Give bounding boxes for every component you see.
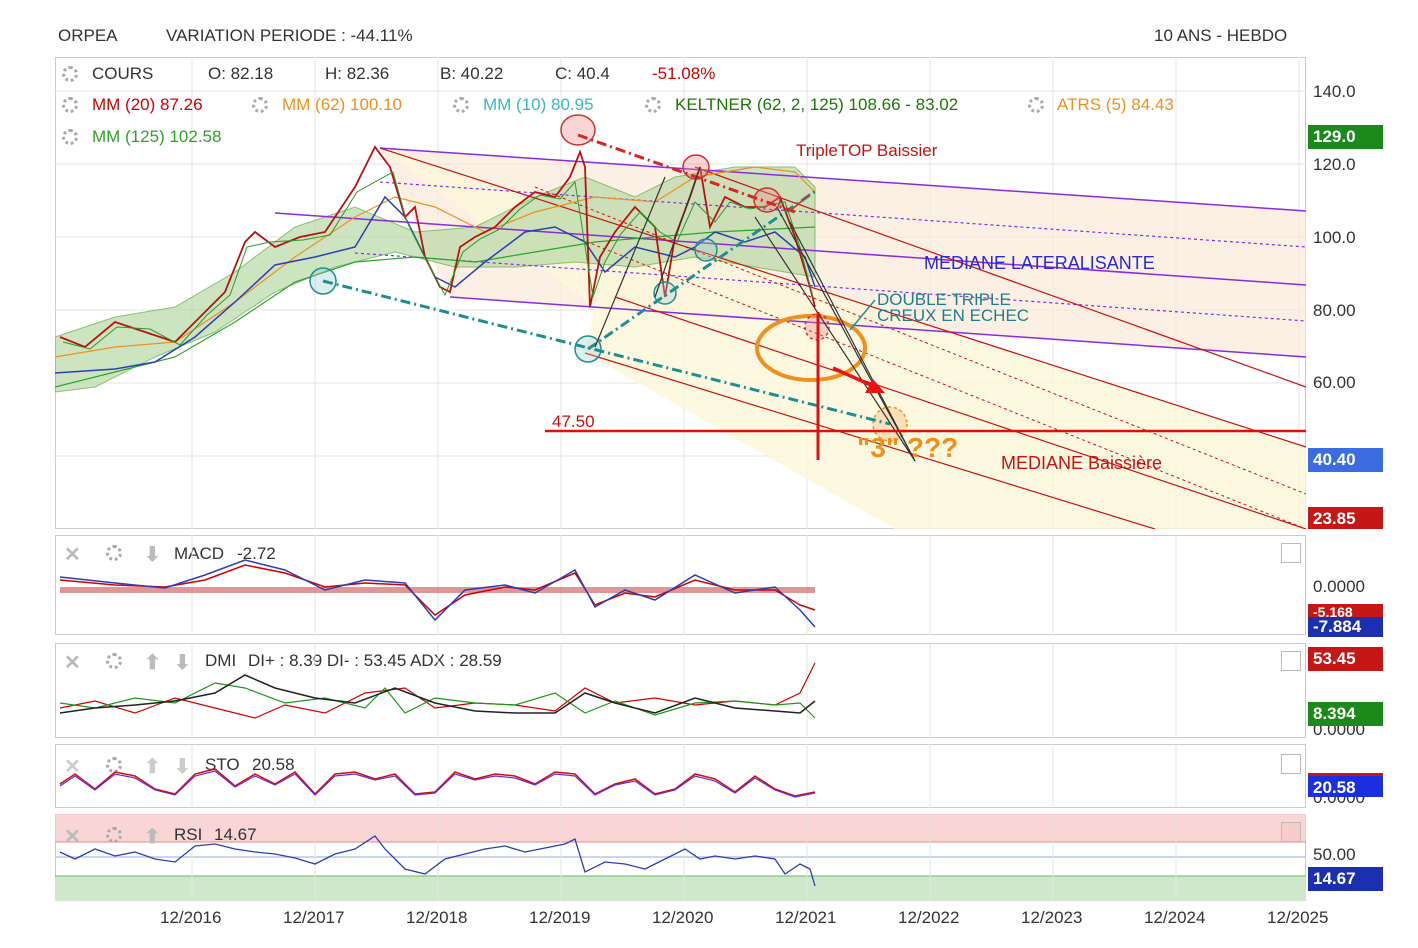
price-tick-80: 80.00 <box>1313 301 1356 320</box>
mm62-gear-icon[interactable] <box>252 97 268 113</box>
x-tick-2020: 12/2020 <box>652 908 714 927</box>
dmi-gear-icon[interactable] <box>106 653 122 669</box>
dmi-chart <box>59 643 1177 738</box>
x-tick-2024: 12/2024 <box>1144 908 1206 927</box>
legend-high: H: 82.36 <box>325 64 390 83</box>
rsi-close-icon[interactable]: ✕ <box>64 826 81 848</box>
price-chart <box>55 57 1306 529</box>
rsi-checkbox[interactable] <box>1281 822 1301 842</box>
x-tick-2022: 12/2022 <box>898 908 960 927</box>
macd-checkbox[interactable] <box>1281 543 1301 563</box>
projection-lines <box>594 166 916 462</box>
annotation-level: 47.50 <box>552 412 595 431</box>
x-tick-2016: 12/2016 <box>160 908 222 927</box>
badge-129: 129.0 <box>1308 125 1383 149</box>
legend-mm125: MM (125) 102.58 <box>92 127 222 146</box>
x-tick-2019: 12/2019 <box>529 908 591 927</box>
trend-lines-teal <box>322 188 891 426</box>
mm125-gear-icon[interactable] <box>62 129 78 145</box>
rsi-title: RSI <box>174 825 203 844</box>
annotation-double-2: CREUX EN ECHEC <box>877 306 1030 325</box>
rsi-badge: 14.67 <box>1308 867 1383 891</box>
rsi-value: 14.67 <box>214 825 257 844</box>
variation-label: VARIATION PERIODE : -44.11% <box>166 26 413 45</box>
sto-checkbox[interactable] <box>1281 754 1301 774</box>
symbol-title: ORPEA <box>58 26 118 45</box>
legend-mm62: MM (62) 100.10 <box>282 95 402 114</box>
legend-change: -51.08% <box>652 64 716 83</box>
dmi-badge-di-minus: 53.45 <box>1308 647 1383 671</box>
rsi-up-icon[interactable]: ⬆ <box>144 826 161 848</box>
price-tick-100: 100.0 <box>1313 228 1356 247</box>
annotation-mediane-bais: MEDIANE Baissière <box>1001 453 1163 473</box>
dmi-title: DMI <box>205 651 237 670</box>
macd-value: -2.72 <box>237 544 276 563</box>
macd-close-icon[interactable]: ✕ <box>64 544 81 566</box>
price-tick-120: 120.0 <box>1313 155 1356 174</box>
dmi-up-icon[interactable]: ⬆ <box>144 652 161 674</box>
annotation-mediane-lat: MEDIANE LATERALISANTE <box>924 253 1155 273</box>
rsi-axis-50: 50.00 <box>1313 845 1356 864</box>
macd-badge-bottom: -7.884 <box>1308 617 1383 637</box>
lateral-channel <box>274 147 1306 358</box>
macd-gear-icon[interactable] <box>106 545 122 561</box>
dmi-badge-di-plus: 8.394 <box>1308 702 1383 726</box>
x-tick-2021: 12/2021 <box>775 908 837 927</box>
x-tick-2025: 12/2025 <box>1267 908 1329 927</box>
price-line <box>59 145 816 349</box>
mm62-line <box>55 166 816 358</box>
legend-keltner: KELTNER (62, 2, 125) 108.66 - 83.02 <box>675 95 959 114</box>
legend-atrs: ATRS (5) 84.43 <box>1057 95 1174 114</box>
mm10-line <box>55 195 816 374</box>
macd-down-icon[interactable]: ⬇ <box>144 544 161 566</box>
badge-last-price: 40.40 <box>1308 448 1383 472</box>
period-label[interactable]: 10 ANS - HEBDO <box>1154 26 1288 45</box>
macd-title: MACD <box>174 544 225 563</box>
legend-mm20: MM (20) 87.26 <box>92 95 203 114</box>
annotation-tripletop: TripleTOP Baissier <box>796 141 938 160</box>
dmi-checkbox[interactable] <box>1281 651 1301 671</box>
price-tick-60: 60.00 <box>1313 373 1356 392</box>
x-tick-2018: 12/2018 <box>406 908 468 927</box>
breakdown-circle <box>755 314 867 382</box>
sto-down-icon[interactable]: ⬇ <box>174 756 191 778</box>
dmi-down-icon[interactable]: ⬇ <box>174 652 191 674</box>
macd-badge-top: -5.168 <box>1308 604 1383 620</box>
cours-gear-icon[interactable] <box>62 66 78 82</box>
legend-low: B: 40.22 <box>440 64 504 83</box>
dmi-panel <box>55 643 1306 738</box>
legend-cours: COURS <box>92 64 154 83</box>
sto-chart <box>59 744 1177 808</box>
macd-panel <box>55 535 1306 635</box>
legend-close: C: 40.4 <box>555 64 610 83</box>
dmi-close-icon[interactable]: ✕ <box>64 652 81 674</box>
sto-up-icon[interactable]: ⬆ <box>144 756 161 778</box>
x-tick-2023: 12/2023 <box>1021 908 1083 927</box>
macd-axis-zero: 0.0000 <box>1313 577 1365 596</box>
badge-23-85: 23.85 <box>1308 507 1383 529</box>
mm125-line <box>55 226 816 388</box>
atrs-gear-icon[interactable] <box>1028 97 1044 113</box>
sto-value: 20.58 <box>252 755 295 774</box>
mm20-gear-icon[interactable] <box>62 97 78 113</box>
price-tick-140: 140.0 <box>1313 82 1356 101</box>
annotation-three: "3" ??? <box>857 432 959 463</box>
macd-chart <box>59 535 1177 635</box>
legend-open: O: 82.18 <box>208 64 274 83</box>
rsi-chart <box>55 814 1306 901</box>
mm10-gear-icon[interactable] <box>453 97 469 113</box>
triple-top-line <box>577 133 796 214</box>
sto-panel <box>55 744 1306 808</box>
sto-gear-icon[interactable] <box>106 757 122 773</box>
sto-close-icon[interactable]: ✕ <box>64 756 81 778</box>
legend-mm10: MM (10) 80.95 <box>483 95 594 114</box>
annotation-double-1: DOUBLE TRIPLE <box>877 290 1011 309</box>
x-tick-2017: 12/2017 <box>283 908 345 927</box>
keltner-gear-icon[interactable] <box>645 97 661 113</box>
sto-badge: 20.58 <box>1308 773 1383 797</box>
rsi-gear-icon[interactable] <box>106 827 122 843</box>
